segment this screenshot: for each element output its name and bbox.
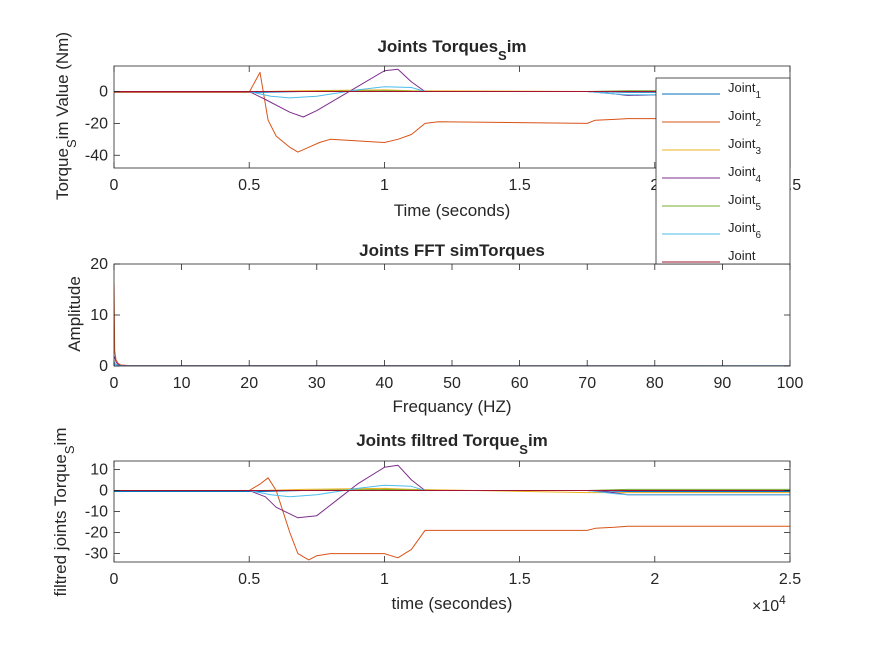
legend-label-joint2: Joint2	[728, 108, 761, 129]
x-tick-label: 1	[380, 177, 389, 194]
x-tick-label: 20	[240, 375, 258, 392]
y-tick-label: 0	[99, 482, 108, 499]
x-tick-label: 2	[650, 571, 659, 588]
legend-label-joint5: Joint5	[728, 192, 761, 213]
series-group-1	[114, 68, 790, 153]
y-tick-label: 10	[90, 461, 108, 478]
subplot-3-ylabel: filtred joints TorqueSim	[51, 428, 77, 597]
x-tick-label: 0	[110, 375, 119, 392]
x-tick-label: 60	[511, 375, 529, 392]
subplot-fft: Joints FFT simTorques Frequancy (HZ) Amp…	[65, 241, 803, 416]
y-tick-label: 0	[99, 84, 108, 101]
x-tick-label: 0.5	[238, 177, 260, 194]
plot-area-2	[114, 264, 790, 366]
x-tick-label: 90	[714, 375, 732, 392]
subplot-2-title: Joints FFT simTorques	[359, 241, 545, 260]
y-tick-label: 20	[90, 256, 108, 273]
subplot-3-x-exponent: ×104	[752, 593, 786, 615]
subplot-2-ylabel: Amplitude	[65, 276, 84, 352]
x-tick-label: 0	[110, 177, 119, 194]
series-line-joint6	[114, 86, 790, 99]
y-tick-label: -10	[85, 504, 108, 521]
series-group-3	[114, 464, 790, 561]
x-tick-label: 50	[443, 375, 461, 392]
subplot-3-title: Joints filtred TorqueSim	[356, 431, 548, 457]
x-tick-label: 0.5	[238, 571, 260, 588]
x-tick-label: 80	[646, 375, 664, 392]
x-tick-label: 30	[308, 375, 326, 392]
x-tick-label: 2.5	[779, 571, 801, 588]
subplot-1-ylabel: TorqueSim Value (Nm)	[53, 32, 79, 200]
x-tick-label: 1.5	[508, 177, 530, 194]
y-tick-label: 10	[90, 307, 108, 324]
legend-box	[655, 77, 791, 265]
subplot-1-title: Joints TorquesSim	[377, 37, 526, 63]
y-tick-label: 0	[99, 358, 108, 375]
legend-label-joint1: Joint1	[728, 80, 761, 101]
subplot-3-xlabel: time (secondes)	[392, 594, 513, 613]
legend: Joint1 Joint2 Joint3 Joint4 Joint5 Joint6 Join…	[655, 77, 791, 265]
legend-label-joint6: Joint6	[728, 220, 761, 241]
legend-label-joint3: Joint3	[728, 136, 761, 157]
x-tick-label: 0	[110, 571, 119, 588]
plot-area-3	[114, 461, 790, 562]
x-tick-label: 2	[650, 177, 659, 194]
subplot-1-xlabel: Time (seconds)	[394, 201, 511, 220]
x-tick-label: 10	[173, 375, 191, 392]
x-tick-label: 70	[578, 375, 596, 392]
y-tick-label: -40	[85, 147, 108, 164]
series-line-joint2	[114, 71, 790, 153]
legend-label-joint7: Joint	[728, 248, 756, 263]
subplot-2-xlabel: Frequancy (HZ)	[392, 397, 511, 416]
x-tick-label: 1.5	[508, 571, 530, 588]
y-tick-label: -20	[85, 115, 108, 132]
y-tick-label: -20	[85, 525, 108, 542]
x-tick-label: 1	[380, 571, 389, 588]
legend-label-joint4: Joint4	[728, 164, 761, 185]
y-tick-label: -30	[85, 546, 108, 563]
series-line-joint2	[114, 477, 790, 561]
series-line-joint6	[114, 484, 790, 498]
x-tick-label: 40	[376, 375, 394, 392]
subplot-filtered-torques: Joints filtred TorqueSim time (secondes)…	[51, 428, 801, 616]
x-tick-label: 100	[777, 375, 804, 392]
